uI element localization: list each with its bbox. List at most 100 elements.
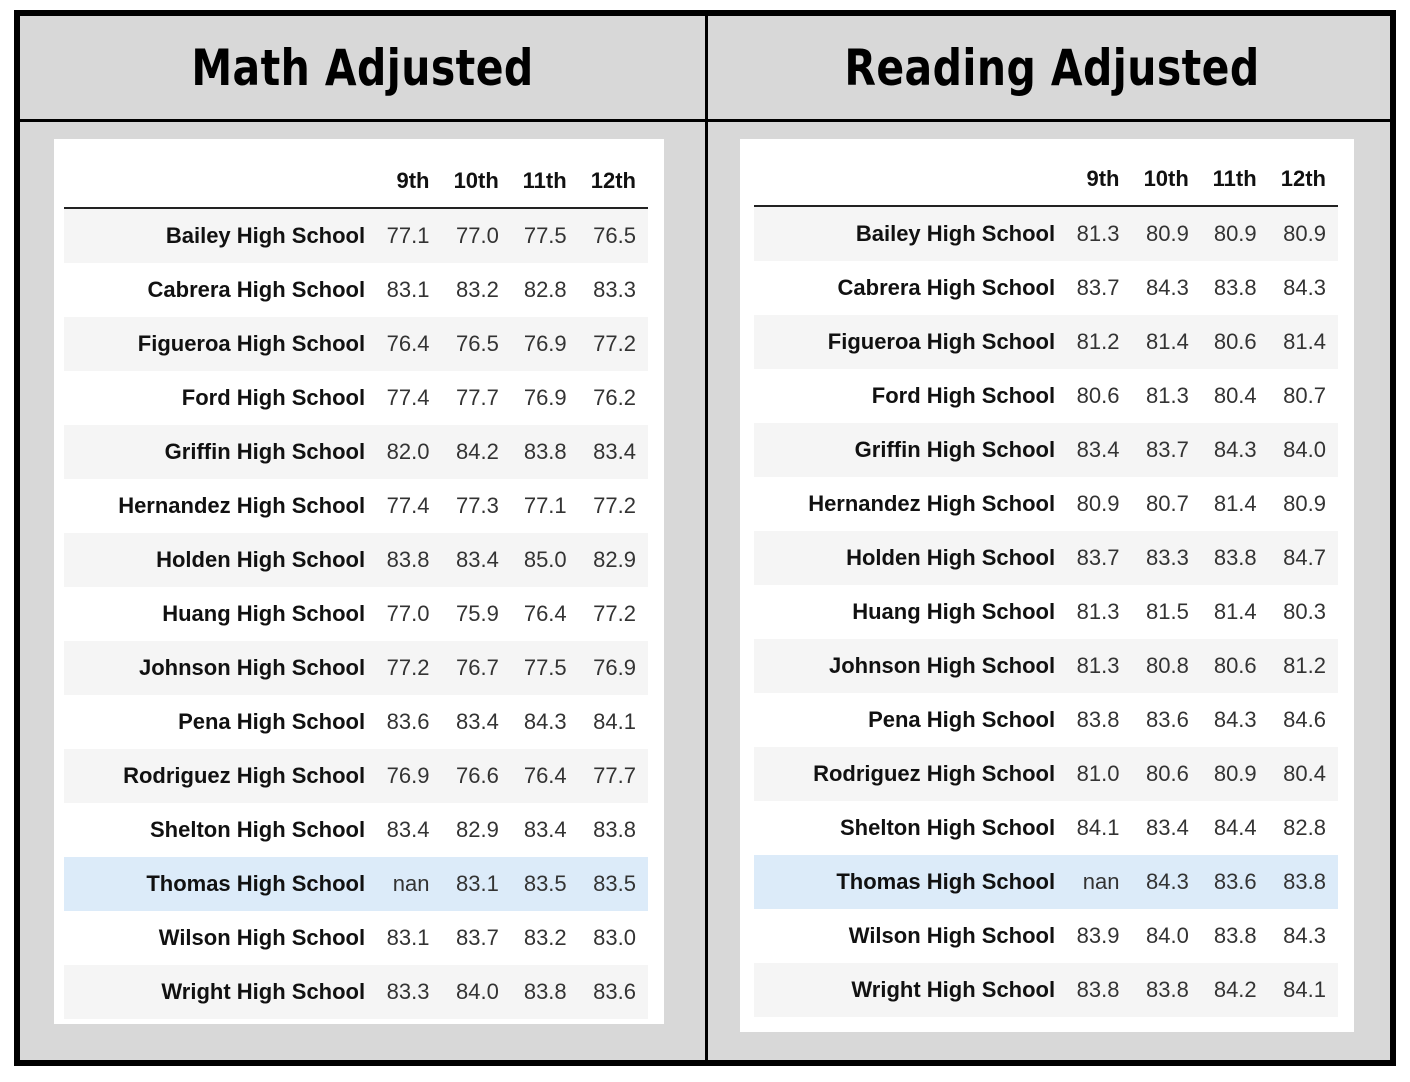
score-cell-12th: 82.9 [578,533,648,587]
score-cell-9th: 83.8 [1065,963,1132,1017]
math-panel-title: Math Adjusted [191,38,534,97]
score-cell-11th: 85.0 [510,533,579,587]
score-cell-10th: 82.9 [441,803,511,857]
score-cell-11th: 82.8 [510,263,579,317]
score-cell-11th: 83.8 [1200,531,1269,585]
school-name-cell: Wilson High School [64,911,376,965]
score-cell-12th: 77.7 [578,749,648,803]
score-cell-11th: 81.4 [1200,585,1269,639]
score-cell-9th: 81.3 [1065,585,1132,639]
score-cell-9th: 83.8 [1065,693,1132,747]
score-cell-10th: 80.7 [1131,477,1201,531]
score-cell-9th: nan [375,857,442,911]
score-cell-11th: 80.6 [1200,315,1269,369]
table-row: Cabrera High School 83.1 83.2 82.8 83.3 [64,263,648,317]
score-cell-11th: 83.6 [1200,855,1269,909]
score-cell-10th: 84.3 [1131,261,1201,315]
column-header-9th: 9th [1065,153,1132,207]
score-cell-12th: 84.7 [1268,531,1338,585]
school-name-cell: Shelton High School [754,801,1066,855]
reading-table-body: Bailey High School 81.3 80.9 80.9 80.9 Cabrer… [754,206,1338,1017]
score-cell-9th: 77.2 [375,641,442,695]
score-cell-12th: 82.8 [1268,801,1338,855]
score-cell-11th: 84.3 [510,695,579,749]
school-name-cell: Wilson High School [754,909,1066,963]
score-cell-12th: 83.6 [578,965,648,1019]
school-name-cell: Bailey High School [64,208,376,263]
school-name-cell: Ford High School [754,369,1066,423]
school-name-cell: Griffin High School [64,425,376,479]
school-name-cell: Rodriguez High School [754,747,1066,801]
score-cell-9th: 77.1 [375,208,442,263]
table-row: Johnson High School 81.3 80.8 80.6 81.2 [754,639,1338,693]
score-cell-10th: 77.3 [441,479,511,533]
score-cell-11th: 83.8 [510,425,579,479]
score-cell-9th: 81.0 [1065,747,1132,801]
school-name-cell: Wright High School [64,965,376,1019]
table-row: Ford High School 80.6 81.3 80.4 80.7 [754,369,1338,423]
score-cell-11th: 83.8 [1200,909,1269,963]
column-header-12th: 12th [1268,153,1338,207]
score-cell-10th: 80.9 [1131,206,1201,261]
table-row: Bailey High School 77.1 77.0 77.5 76.5 [64,208,648,263]
table-row: Holden High School 83.7 83.3 83.8 84.7 [754,531,1338,585]
score-cell-10th: 84.3 [1131,855,1201,909]
score-cell-10th: 76.6 [441,749,511,803]
score-cell-10th: 75.9 [441,587,511,641]
score-cell-10th: 83.7 [441,911,511,965]
school-name-cell: Huang High School [64,587,376,641]
score-cell-11th: 83.4 [510,803,579,857]
score-cell-12th: 83.5 [578,857,648,911]
score-cell-11th: 84.2 [1200,963,1269,1017]
score-cell-12th: 76.5 [578,208,648,263]
column-header-12th: 12th [578,155,648,209]
score-cell-9th: 83.4 [375,803,442,857]
score-cell-9th: 81.3 [1065,206,1132,261]
table-row: Figueroa High School 76.4 76.5 76.9 77.2 [64,317,648,371]
table-row: Wright High School 83.8 83.8 84.2 84.1 [754,963,1338,1017]
score-cell-10th: 80.6 [1131,747,1201,801]
score-cell-12th: 80.9 [1268,206,1338,261]
reading-table-card: 9th 10th 11th 12th Bailey High School 81.… [740,139,1354,1032]
score-cell-11th: 83.5 [510,857,579,911]
school-name-cell: Huang High School [754,585,1066,639]
score-cell-12th: 81.4 [1268,315,1338,369]
score-cell-10th: 76.5 [441,317,511,371]
reading-panel-title: Reading Adjusted [844,38,1260,97]
score-cell-9th: 83.3 [375,965,442,1019]
table-header-row: 9th 10th 11th 12th [64,155,648,209]
score-cell-11th: 76.9 [510,317,579,371]
score-cell-10th: 83.8 [1131,963,1201,1017]
table-row: Wilson High School 83.9 84.0 83.8 84.3 [754,909,1338,963]
horizontal-divider [20,119,1390,122]
school-name-cell: Cabrera High School [754,261,1066,315]
school-name-cell: Holden High School [754,531,1066,585]
score-cell-12th: 80.3 [1268,585,1338,639]
score-cell-10th: 77.7 [441,371,511,425]
score-cell-12th: 77.2 [578,317,648,371]
table-row: Rodriguez High School 81.0 80.6 80.9 80.4 [754,747,1338,801]
score-cell-11th: 80.6 [1200,639,1269,693]
school-name-cell: Hernandez High School [754,477,1066,531]
score-cell-12th: 76.9 [578,641,648,695]
score-cell-9th: 80.9 [1065,477,1132,531]
score-cell-11th: 83.8 [510,965,579,1019]
column-header-11th: 11th [510,155,579,209]
table-row: Holden High School 83.8 83.4 85.0 82.9 [64,533,648,587]
comparison-frame: Math Adjusted Reading Adjusted 9th 10th … [14,10,1396,1066]
score-cell-12th: 84.1 [578,695,648,749]
score-cell-10th: 83.2 [441,263,511,317]
table-row: Huang High School 81.3 81.5 81.4 80.3 [754,585,1338,639]
score-cell-12th: 83.0 [578,911,648,965]
table-row: Johnson High School 77.2 76.7 77.5 76.9 [64,641,648,695]
score-cell-12th: 83.4 [578,425,648,479]
column-header-11th: 11th [1200,153,1269,207]
score-cell-9th: 80.6 [1065,369,1132,423]
score-cell-12th: 83.3 [578,263,648,317]
score-cell-9th: 81.2 [1065,315,1132,369]
school-name-cell: Wright High School [754,963,1066,1017]
score-cell-9th: 76.4 [375,317,442,371]
score-cell-10th: 84.2 [441,425,511,479]
column-header-10th: 10th [1131,153,1201,207]
score-cell-10th: 83.1 [441,857,511,911]
